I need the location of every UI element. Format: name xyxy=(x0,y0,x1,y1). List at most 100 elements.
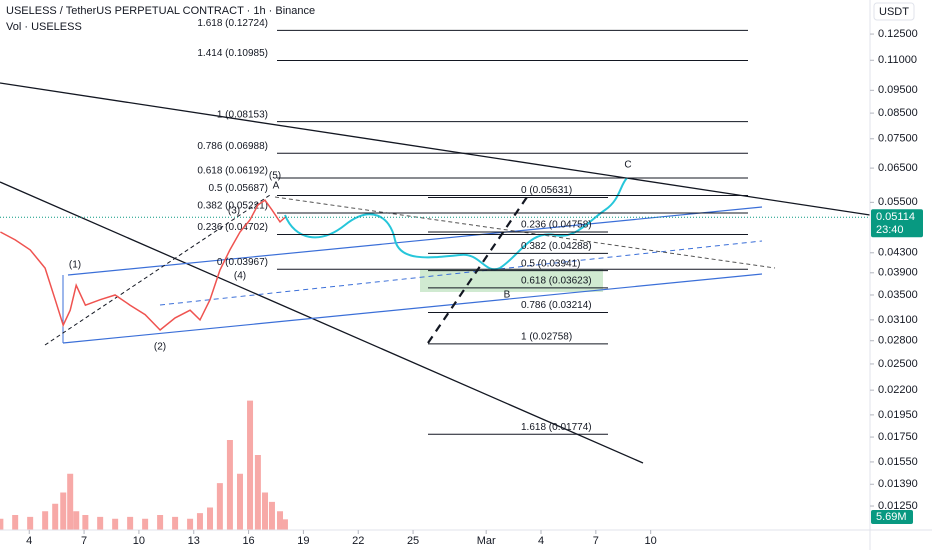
y-axis-label: USDT xyxy=(879,6,909,18)
chart-subtitle: Vol · USELESS xyxy=(6,21,82,33)
volume-bar xyxy=(42,511,49,530)
trend-line xyxy=(0,82,871,216)
x-tick-label: 7 xyxy=(81,535,87,547)
volume-bar xyxy=(142,518,149,530)
currency-box[interactable] xyxy=(873,2,915,21)
fib-label: 0.786 (0.03214) xyxy=(521,300,592,311)
volume-bar xyxy=(60,492,67,530)
volume-bar xyxy=(254,455,261,530)
y-tick-label: 0.11000 xyxy=(878,54,917,66)
y-tick-label: 0.01390 xyxy=(878,478,918,490)
fib-label: 0.382 (0.04288) xyxy=(521,241,592,252)
y-tick-label: 0.03900 xyxy=(878,267,918,279)
x-tick-label: Mar xyxy=(477,535,496,547)
x-tick-label: 16 xyxy=(242,535,254,547)
x-tick-label: 7 xyxy=(593,535,599,547)
y-tick-label: 0.01750 xyxy=(878,431,918,443)
volume-bar xyxy=(281,519,288,530)
volume-bar xyxy=(226,440,233,530)
y-tick-label: 0.08500 xyxy=(878,107,918,119)
projection-line xyxy=(427,196,528,344)
fib-label: 0.5 (0.05687) xyxy=(209,183,269,194)
volume-bar xyxy=(67,473,74,530)
last-price-tag xyxy=(871,209,923,238)
wave-label: (1) xyxy=(69,260,81,271)
chart-title: USELESS / TetherUS PERPETUAL CONTRACT · … xyxy=(6,5,315,17)
channel-line xyxy=(67,206,763,276)
x-tick-label: 10 xyxy=(133,535,145,547)
volume-bar xyxy=(207,507,214,530)
y-tick-label: 0.01550 xyxy=(878,456,918,468)
y-tick-label: 0.12500 xyxy=(878,28,918,40)
volume-bar xyxy=(236,473,243,530)
x-tick-label: 22 xyxy=(352,535,364,547)
trend-line xyxy=(0,181,644,464)
price-axis xyxy=(870,0,932,550)
y-tick-label: 0.07500 xyxy=(878,133,918,145)
volume-bar xyxy=(216,483,223,530)
wave-label: A xyxy=(273,181,280,192)
volume-bar xyxy=(12,515,19,530)
x-tick-label: 4 xyxy=(26,535,32,547)
y-tick-label: 0.01250 xyxy=(878,500,918,512)
volume-bar xyxy=(82,515,89,530)
channel-line xyxy=(62,273,763,344)
fib-label: 0.236 (0.04758) xyxy=(521,220,592,231)
x-tick-label: 25 xyxy=(407,535,419,547)
fib-label: 1 (0.08153) xyxy=(217,109,268,120)
fib-label: 1.414 (0.10985) xyxy=(197,48,268,59)
y-tick-label: 0.03100 xyxy=(878,314,918,326)
volume-bar xyxy=(27,516,34,530)
channel-mid xyxy=(159,240,763,306)
volume-bar xyxy=(97,516,104,530)
y-tick-label: 0.06500 xyxy=(878,162,918,174)
fib-label: 1.618 (0.01774) xyxy=(521,422,592,433)
fib-label: 0 (0.03967) xyxy=(217,257,268,268)
wave-label: (5) xyxy=(269,171,281,182)
projected-path xyxy=(284,177,628,271)
fib-label: 1.618 (0.12724) xyxy=(197,18,268,29)
y-tick-label: 0.02800 xyxy=(878,335,918,347)
volume-bar xyxy=(172,516,179,530)
volume-bar xyxy=(196,513,203,530)
volume-bar xyxy=(127,516,134,530)
wave-label: (4) xyxy=(234,271,246,282)
fib-label: 0 (0.05631) xyxy=(521,185,572,196)
wave-label: C xyxy=(624,160,631,171)
fib-label: 0.5 (0.03941) xyxy=(521,258,581,269)
y-tick-label: 0.02200 xyxy=(878,384,918,396)
volume-bar xyxy=(157,515,164,530)
x-tick-label: 10 xyxy=(645,535,657,547)
y-tick-label: 0.04300 xyxy=(878,247,918,259)
fib-label: 1 (0.02758) xyxy=(521,331,572,342)
volume-bar xyxy=(268,501,275,530)
y-tick-label: 0.05500 xyxy=(878,196,918,208)
last-volume-label: 5.69M xyxy=(876,511,907,523)
volume-bar xyxy=(187,518,194,530)
y-tick-label: 0.02500 xyxy=(878,358,918,370)
fib-label: 0.618 (0.03623) xyxy=(521,276,592,287)
volume-bar xyxy=(112,518,119,530)
price-line xyxy=(0,199,286,332)
volume-bar xyxy=(0,518,4,530)
wave-label: (3) xyxy=(228,206,240,217)
volume-bar xyxy=(262,492,269,530)
wave-label: (2) xyxy=(154,342,166,353)
x-tick-label: 4 xyxy=(538,535,544,547)
volume-bar xyxy=(247,400,254,530)
fib-label: 0.382 (0.05221) xyxy=(197,201,268,212)
volume-bar xyxy=(73,511,80,530)
fib-label: 0.236 (0.04702) xyxy=(197,222,268,233)
y-tick-label: 0.03500 xyxy=(878,289,918,301)
fib-label: 0.786 (0.06988) xyxy=(197,141,268,152)
wave-label: B xyxy=(504,290,511,301)
y-tick-label: 0.09500 xyxy=(878,84,918,96)
target-zone xyxy=(420,269,603,292)
fib-label: 0.618 (0.06192) xyxy=(197,166,268,177)
countdown: 23:40 xyxy=(876,224,904,236)
last-price-label: 0.05114 xyxy=(876,211,915,223)
y-tick-label: 0.01950 xyxy=(878,409,918,421)
x-tick-label: 19 xyxy=(297,535,309,547)
dashed-line xyxy=(44,194,271,346)
